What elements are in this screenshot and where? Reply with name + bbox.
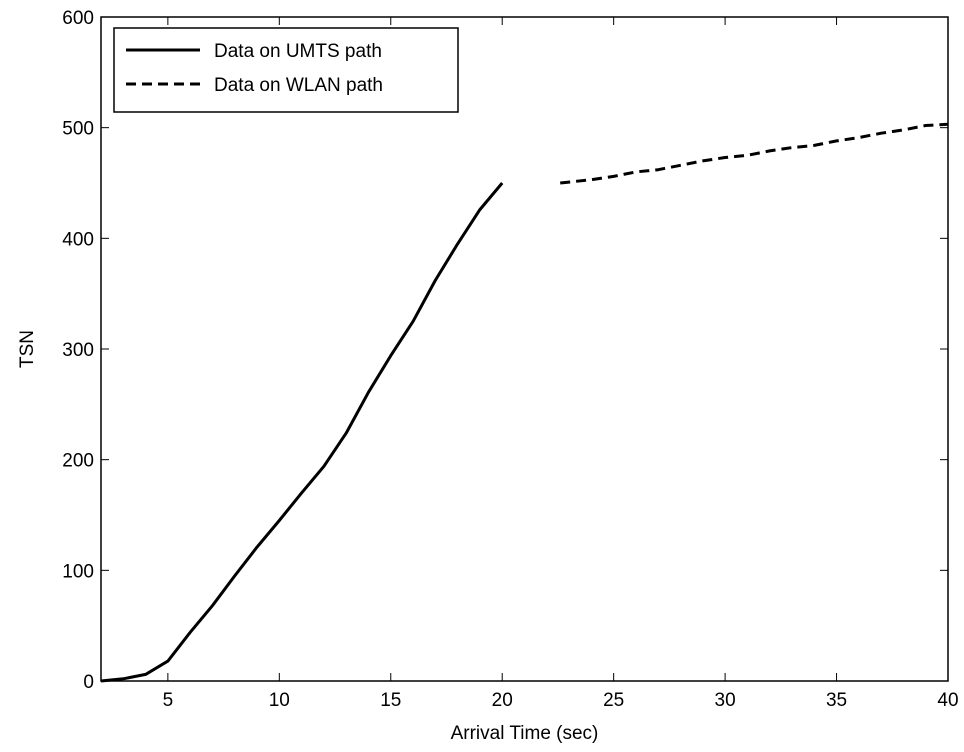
y-tick-label: 400 xyxy=(62,229,94,250)
y-axis-label: TSN xyxy=(17,330,38,368)
x-tick-label: 40 xyxy=(937,690,958,711)
legend-label: Data on WLAN path xyxy=(214,75,383,96)
y-tick-label: 200 xyxy=(62,451,94,472)
y-tick-label: 0 xyxy=(83,672,94,693)
y-tick-label: 600 xyxy=(62,8,94,29)
y-tick-label: 500 xyxy=(62,119,94,140)
x-tick-label: 10 xyxy=(269,690,290,711)
x-tick-label: 5 xyxy=(163,690,174,711)
x-tick-label: 15 xyxy=(380,690,401,711)
x-tick-label: 30 xyxy=(715,690,736,711)
y-tick-label: 100 xyxy=(62,561,94,582)
x-axis-label: Arrival Time (sec) xyxy=(451,723,599,744)
series-layer xyxy=(100,122,949,683)
legend-box xyxy=(113,27,459,113)
x-tick-label: 20 xyxy=(492,690,513,711)
legend-label: Data on UMTS path xyxy=(214,41,382,62)
series-wlan-line xyxy=(560,122,949,185)
legend: Data on UMTS path Data on WLAN path xyxy=(113,27,459,113)
x-tick-label: 35 xyxy=(826,690,847,711)
y-tick-label: 300 xyxy=(62,340,94,361)
series-umts-line xyxy=(100,182,504,683)
x-tick-label: 25 xyxy=(603,690,624,711)
